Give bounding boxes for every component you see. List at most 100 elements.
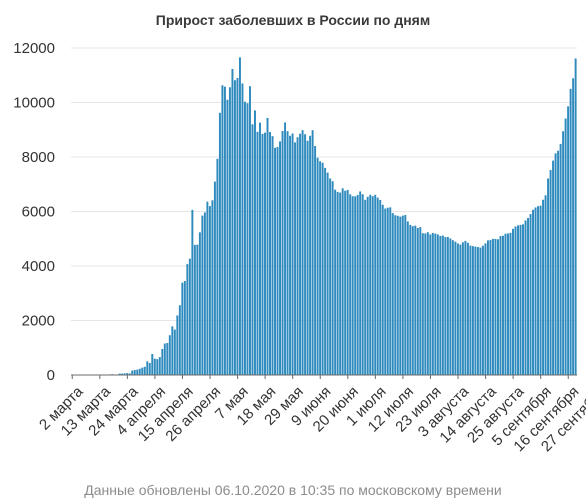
bar [366,196,369,375]
bar [301,130,304,375]
bar [201,215,204,375]
bar [208,206,211,375]
bar [304,134,307,375]
bar [489,240,492,375]
bar [527,217,529,375]
bar [386,207,389,375]
bar [269,132,271,375]
bar [416,228,419,375]
bar [384,208,387,375]
bar [436,234,439,375]
bar [211,200,214,375]
bar [336,191,339,375]
bar [133,370,136,375]
bar [151,353,154,375]
bar [176,315,179,375]
bar [491,238,494,375]
bar [183,281,186,375]
bar [554,153,557,375]
bar [499,236,502,375]
bar [557,150,560,375]
bar [314,145,317,375]
bar [539,205,542,375]
bar [153,358,156,375]
bar [514,226,517,375]
bar [569,88,572,376]
bar [552,160,555,375]
bar [359,191,362,375]
bar [339,192,342,375]
bar [474,246,477,375]
bar [351,196,354,375]
bar [223,86,226,376]
bar [319,161,322,375]
bar [354,196,357,375]
bar [266,117,269,376]
y-tick-label: 12000 [13,40,55,57]
bar [143,366,146,375]
bar [286,131,289,375]
bar [126,373,129,375]
bar [193,244,196,375]
bar [316,157,319,375]
bar [241,83,244,375]
bar [476,247,479,375]
bar [296,137,299,375]
bar [564,118,567,376]
bar [419,227,422,375]
bar [291,133,294,375]
bar [532,209,535,375]
bar [414,225,417,375]
bar [471,246,474,375]
bar [279,141,282,375]
bar [429,234,432,375]
bar [276,146,279,375]
bar [324,167,327,375]
bar [379,200,382,375]
bar [254,110,256,376]
bar [309,135,312,375]
bar [484,243,487,375]
bar [509,232,512,375]
bar [158,357,161,375]
bar [464,240,467,375]
bar [376,197,379,375]
bar [198,232,201,375]
bar [329,178,332,375]
bar [439,235,442,375]
bar [369,194,372,375]
bar [284,122,287,375]
y-tick-label: 6000 [22,204,55,221]
y-axis-tick-labels: 0 2000 4000 6000 8000 10000 12000 [13,40,55,384]
bar [121,373,124,375]
bar [411,226,414,375]
bar [123,373,126,375]
bar [479,247,482,375]
bar [507,233,509,375]
bar [349,194,352,375]
bar [236,78,239,375]
bar [399,216,402,375]
bar [547,178,550,375]
bar [271,136,274,375]
bar [444,237,447,375]
bar [461,242,464,375]
bar [502,235,504,375]
y-tick-label: 2000 [22,313,55,330]
bar [251,124,254,375]
bar [567,106,570,375]
bar [346,189,349,375]
bar [449,238,452,375]
bar [218,112,221,376]
y-tick-label: 10000 [13,95,55,112]
bar [401,215,404,375]
bar [289,135,292,375]
bar [259,122,261,375]
update-footnote: Данные обновлены 06.10.2020 в 10:35 по м… [84,482,502,498]
bar [131,370,134,375]
y-tick-label: 8000 [22,149,55,166]
bar [326,172,329,375]
y-tick-label: 0 [47,367,55,384]
